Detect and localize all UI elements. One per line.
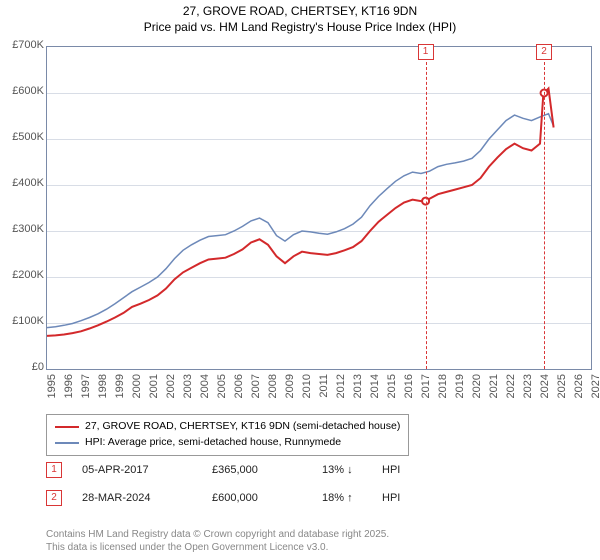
footer-line2: This data is licensed under the Open Gov… — [46, 542, 328, 553]
x-tick-label: 2015 — [386, 374, 398, 414]
x-tick-label: 2000 — [131, 374, 143, 414]
x-tick-label: 2027 — [590, 374, 600, 414]
x-tick-label: 1997 — [80, 374, 92, 414]
x-tick-label: 2009 — [284, 374, 296, 414]
x-tick-label: 1999 — [114, 374, 126, 414]
x-tick-label: 2006 — [233, 374, 245, 414]
sale-marker: 2 — [536, 44, 552, 60]
series-line — [47, 114, 554, 328]
footer-attribution: Contains HM Land Registry data © Crown c… — [46, 528, 389, 554]
x-tick-label: 2014 — [369, 374, 381, 414]
sale-vs: HPI — [382, 492, 400, 504]
sale-date: 05-APR-2017 — [82, 464, 212, 476]
x-tick-label: 2008 — [267, 374, 279, 414]
sale-number-box: 1 — [46, 462, 62, 478]
sale-price: £365,000 — [212, 464, 322, 476]
x-tick-label: 2007 — [250, 374, 262, 414]
x-tick-label: 2020 — [471, 374, 483, 414]
y-tick-label: £700K — [0, 39, 44, 51]
x-tick-label: 2010 — [301, 374, 313, 414]
sale-pct: 13% ↓ — [322, 464, 382, 476]
x-tick-label: 2003 — [182, 374, 194, 414]
sale-vs: HPI — [382, 464, 400, 476]
sale-marker: 1 — [418, 44, 434, 60]
x-tick-label: 2016 — [403, 374, 415, 414]
x-tick-label: 2018 — [437, 374, 449, 414]
legend-item: 27, GROVE ROAD, CHERTSEY, KT16 9DN (semi… — [55, 419, 400, 435]
title-line2: Price paid vs. HM Land Registry's House … — [144, 20, 456, 34]
x-tick-label: 2011 — [318, 374, 330, 414]
sale-number-box: 2 — [46, 490, 62, 506]
title-line1: 27, GROVE ROAD, CHERTSEY, KT16 9DN — [183, 4, 417, 18]
sale-row: 1 05-APR-2017£365,00013% ↓HPI — [46, 462, 400, 478]
sale-date: 28-MAR-2024 — [82, 492, 212, 504]
x-tick-label: 2022 — [505, 374, 517, 414]
x-tick-label: 2001 — [148, 374, 160, 414]
line-chart-svg — [47, 47, 591, 369]
plot-area — [46, 46, 592, 370]
chart-container: 27, GROVE ROAD, CHERTSEY, KT16 9DN Price… — [0, 0, 600, 560]
y-tick-label: £300K — [0, 223, 44, 235]
x-tick-label: 1995 — [46, 374, 58, 414]
y-tick-label: £400K — [0, 177, 44, 189]
x-tick-label: 2013 — [352, 374, 364, 414]
y-tick-label: £100K — [0, 315, 44, 327]
x-tick-label: 2021 — [488, 374, 500, 414]
sale-row: 2 28-MAR-2024£600,00018% ↑HPI — [46, 490, 400, 506]
legend: 27, GROVE ROAD, CHERTSEY, KT16 9DN (semi… — [46, 414, 409, 456]
x-tick-label: 2012 — [335, 374, 347, 414]
y-tick-label: £500K — [0, 131, 44, 143]
x-tick-label: 2023 — [522, 374, 534, 414]
x-tick-label: 2024 — [539, 374, 551, 414]
x-tick-label: 2005 — [216, 374, 228, 414]
x-tick-label: 2026 — [573, 374, 585, 414]
footer-line1: Contains HM Land Registry data © Crown c… — [46, 529, 389, 540]
x-tick-label: 2025 — [556, 374, 568, 414]
x-tick-label: 2019 — [454, 374, 466, 414]
legend-item: HPI: Average price, semi-detached house,… — [55, 435, 400, 451]
chart-title: 27, GROVE ROAD, CHERTSEY, KT16 9DN Price… — [0, 0, 600, 35]
x-tick-label: 2017 — [420, 374, 432, 414]
sale-pct: 18% ↑ — [322, 492, 382, 504]
x-tick-label: 2004 — [199, 374, 211, 414]
x-tick-label: 2002 — [165, 374, 177, 414]
y-tick-label: £200K — [0, 269, 44, 281]
y-tick-label: £600K — [0, 85, 44, 97]
sale-price: £600,000 — [212, 492, 322, 504]
y-tick-label: £0 — [0, 361, 44, 373]
x-tick-label: 1998 — [97, 374, 109, 414]
x-tick-label: 1996 — [63, 374, 75, 414]
